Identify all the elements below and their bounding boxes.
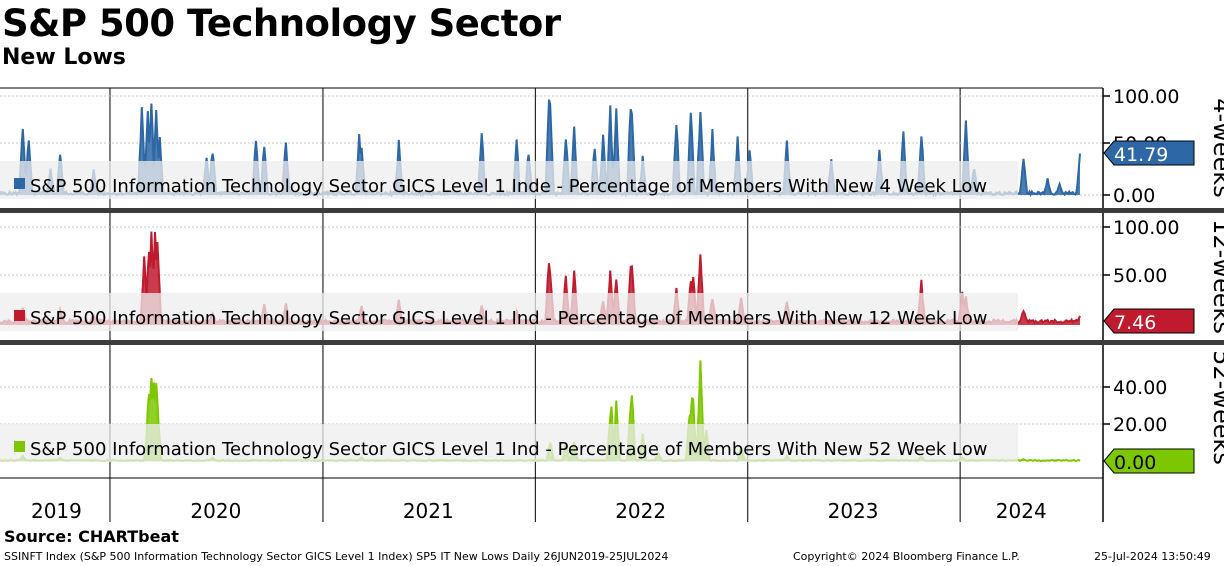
- panel-side-label: 4-weeks: [1208, 98, 1224, 198]
- y-tick-label: 100.00: [1113, 86, 1179, 108]
- legend-label: S&P 500 Information Technology Sector GI…: [30, 176, 987, 197]
- last-value-label: 7.46: [1114, 312, 1156, 334]
- y-tick-label: 0.00: [1113, 185, 1155, 207]
- chart-title: S&P 500 Technology Sector: [2, 2, 561, 45]
- panel-side-label: 52-weeks: [1208, 350, 1224, 465]
- chart-subtitle: New Lows: [2, 45, 126, 70]
- last-value-label: 0.00: [1114, 452, 1156, 474]
- panel-separator: [0, 340, 1224, 345]
- last-value-label: 41.79: [1114, 144, 1168, 166]
- legend-swatch: [14, 310, 25, 321]
- source-note: Source: CHARTbeat: [4, 527, 179, 546]
- legend-swatch: [14, 178, 25, 189]
- legend-label: S&P 500 Information Technology Sector GI…: [30, 308, 988, 329]
- legend-label: S&P 500 Information Technology Sector GI…: [30, 439, 988, 460]
- x-tick-label: 2019: [31, 499, 82, 523]
- footer-copyright: Copyright© 2024 Bloomberg Finance L.P.: [793, 550, 1020, 563]
- legend-band: [0, 293, 1018, 331]
- y-tick-label: 100.00: [1113, 217, 1179, 239]
- last-value-tag: [1103, 448, 1195, 474]
- legend-band: [0, 161, 1018, 199]
- legend-band: [0, 424, 1018, 462]
- y-tick-label: 40.00: [1113, 377, 1167, 399]
- panel-side-label: 12-weeks: [1208, 219, 1224, 334]
- y-tick-label: 20.00: [1113, 414, 1167, 436]
- x-tick-label: 2020: [190, 499, 241, 523]
- footer-timestamp: 25-Jul-2024 13:50:49: [1094, 550, 1211, 563]
- footer-description: SSINFT Index (S&P 500 Information Techno…: [4, 550, 669, 563]
- last-value-tag: [1103, 140, 1195, 166]
- last-value-tag: [1103, 308, 1195, 334]
- panel-separator: [0, 208, 1224, 213]
- x-tick-label: 2021: [403, 499, 454, 523]
- x-tick-label: 2024: [996, 499, 1047, 523]
- x-tick-label: 2022: [615, 499, 666, 523]
- legend-swatch: [14, 441, 25, 452]
- x-tick-label: 2023: [828, 499, 879, 523]
- y-tick-label: 50.00: [1113, 265, 1167, 287]
